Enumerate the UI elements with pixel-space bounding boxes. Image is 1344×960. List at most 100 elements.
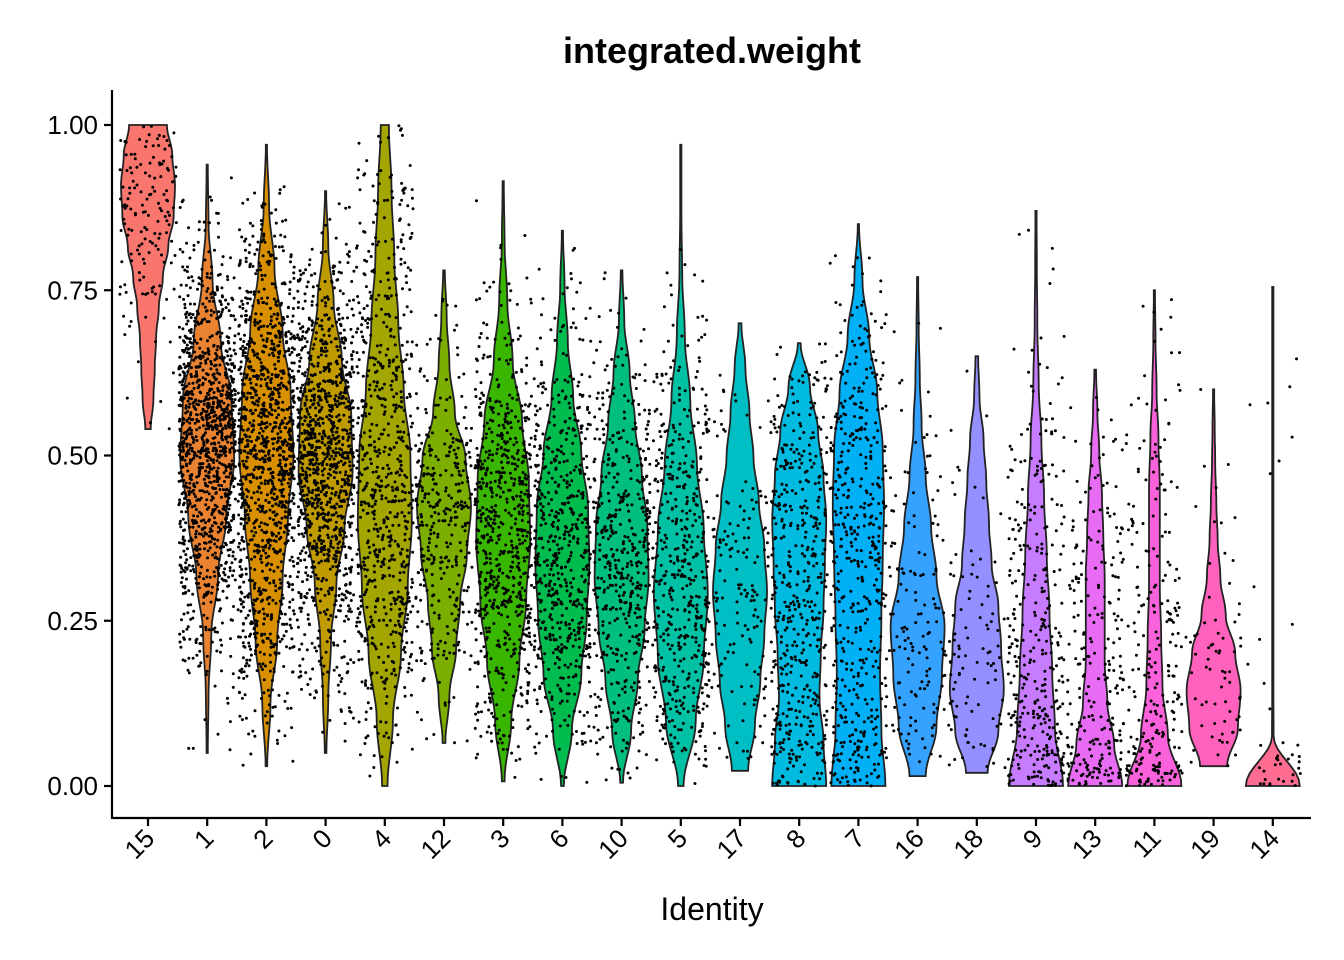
jitter-point [367, 249, 371, 253]
jitter-point [453, 741, 456, 745]
jitter-point [146, 213, 150, 217]
jitter-point [204, 359, 208, 363]
jitter-point [266, 375, 270, 379]
jitter-point [241, 428, 245, 432]
jitter-point [180, 566, 184, 570]
jitter-point [238, 635, 242, 639]
jitter-point [151, 144, 155, 148]
jitter-point [338, 289, 342, 293]
jitter-point [313, 696, 316, 700]
jitter-point [336, 514, 340, 518]
jitter-point [315, 517, 319, 520]
jitter-point [369, 443, 373, 447]
jitter-point [463, 524, 467, 527]
jitter-point [380, 497, 384, 501]
jitter-point [334, 558, 338, 562]
jitter-point [208, 299, 212, 303]
jitter-point [240, 670, 244, 674]
jitter-point [397, 544, 400, 548]
jitter-point [359, 503, 363, 507]
jitter-point [320, 441, 324, 445]
jitter-point [142, 261, 146, 265]
jitter-point [426, 500, 430, 504]
jitter-point [312, 387, 316, 391]
jitter-point [241, 416, 244, 420]
jitter-point [358, 311, 362, 315]
jitter-point [320, 327, 324, 331]
jitter-point [516, 326, 520, 330]
jitter-point [295, 562, 299, 566]
jitter-point [303, 387, 307, 391]
jitter-point [188, 481, 192, 485]
jitter-point [313, 603, 317, 607]
jitter-point [244, 434, 248, 438]
jitter-point [206, 339, 209, 343]
jitter-point [292, 539, 296, 543]
jitter-point [364, 736, 368, 740]
jitter-point [251, 340, 254, 344]
jitter-point [285, 443, 289, 447]
jitter-point [238, 714, 242, 718]
jitter-point [179, 283, 183, 287]
jitter-point [335, 320, 339, 324]
jitter-point [227, 341, 231, 345]
jitter-point [303, 447, 307, 451]
jitter-point [326, 436, 330, 440]
jitter-point [207, 506, 211, 509]
jitter-point [351, 433, 355, 437]
jitter-point [167, 168, 170, 172]
jitter-point [489, 688, 493, 691]
jitter-point [206, 401, 210, 405]
jitter-point [268, 669, 272, 673]
jitter-point [265, 337, 269, 341]
jitter-point [193, 324, 197, 328]
jitter-point [445, 398, 449, 402]
jitter-point [156, 247, 160, 251]
jitter-point [204, 521, 207, 525]
jitter-point [519, 498, 523, 502]
jitter-point [403, 491, 407, 495]
jitter-point [403, 261, 407, 265]
jitter-point [271, 325, 274, 329]
jitter-point [369, 406, 373, 410]
jitter-point [392, 445, 396, 449]
jitter-point [251, 447, 255, 451]
jitter-point [437, 519, 441, 523]
jitter-point [162, 159, 166, 163]
jitter-point [521, 513, 525, 517]
jitter-point [388, 544, 391, 548]
jitter-point [282, 317, 286, 321]
jitter-point [347, 567, 351, 570]
jitter-point [252, 598, 256, 602]
jitter-point [389, 632, 393, 636]
jitter-point [355, 552, 359, 556]
jitter-point [180, 399, 184, 403]
jitter-point [334, 471, 338, 475]
jitter-point [216, 466, 220, 470]
jitter-point [199, 496, 203, 500]
jitter-point [187, 656, 191, 660]
jitter-point [205, 584, 209, 588]
jitter-point [329, 614, 333, 618]
jitter-point [488, 354, 492, 358]
jitter-point [250, 538, 254, 542]
jitter-point [312, 396, 316, 400]
jitter-point [210, 591, 214, 595]
jitter-point [191, 393, 195, 396]
jitter-point [226, 511, 230, 515]
jitter-point [327, 592, 331, 596]
jitter-point [276, 620, 280, 624]
jitter-point [151, 241, 154, 245]
jitter-point [289, 462, 293, 466]
jitter-point [186, 319, 190, 323]
jitter-point [198, 346, 202, 350]
jitter-point [266, 439, 270, 443]
jitter-point [260, 465, 264, 469]
jitter-point [327, 445, 331, 448]
jitter-point [274, 502, 278, 506]
jitter-point [438, 498, 442, 502]
jitter-point [361, 374, 365, 378]
jitter-point [271, 504, 274, 508]
jitter-point [392, 596, 396, 600]
jitter-point [326, 297, 330, 301]
